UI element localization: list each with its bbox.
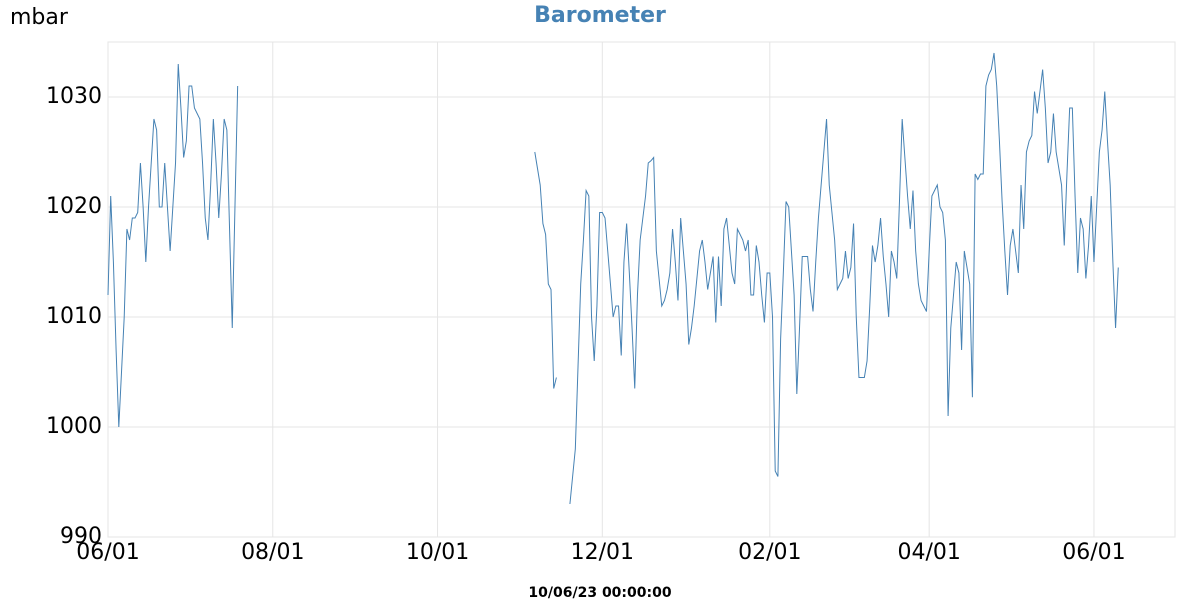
y-tick-label: 1010 — [46, 304, 102, 329]
x-axis-label: 10/06/23 00:00:00 — [528, 585, 671, 600]
y-tick-label: 1000 — [46, 414, 102, 439]
y-tick-label: 990 — [60, 524, 102, 549]
data-line — [107, 52, 1119, 505]
x-tick-label: 04/01 — [897, 540, 960, 565]
x-tick-label: 06/01 — [1062, 540, 1125, 565]
x-tick-label: 10/01 — [406, 540, 469, 565]
chart-title: Barometer — [534, 3, 666, 28]
x-tick-label: 12/01 — [571, 540, 634, 565]
x-tick-label: 06/01 — [76, 540, 139, 565]
y-tick-label: 1030 — [46, 84, 102, 109]
y-axis-label: mbar — [10, 5, 69, 30]
plot-frame — [107, 41, 1176, 538]
x-tick-label: 08/01 — [241, 540, 304, 565]
x-tick-label: 02/01 — [738, 540, 801, 565]
y-tick-label: 1020 — [46, 194, 102, 219]
